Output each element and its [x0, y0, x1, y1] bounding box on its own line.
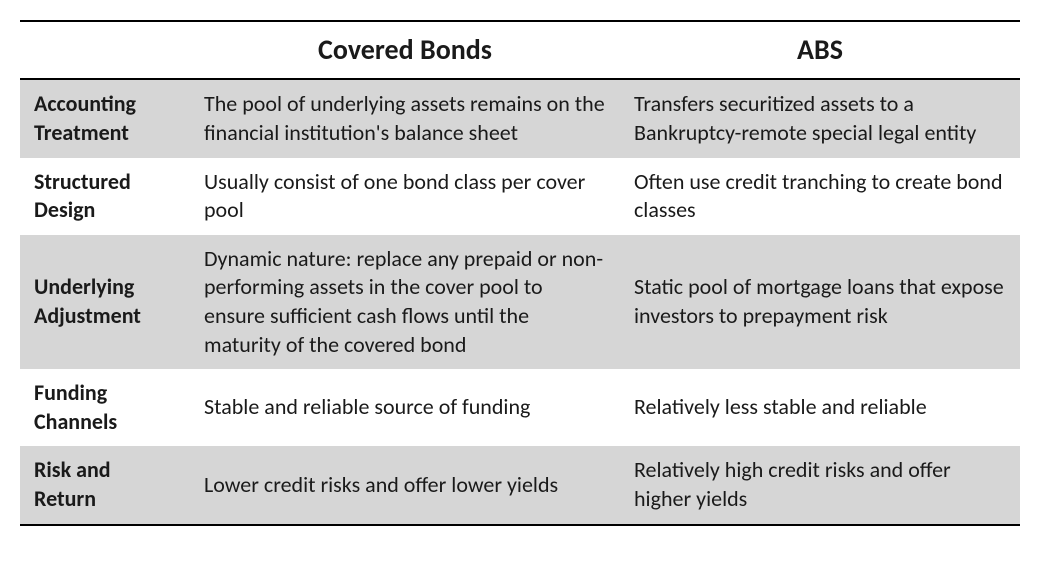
row-label: Risk and Return: [20, 446, 190, 524]
cell-abs: Static pool of mortgage loans that expos…: [620, 235, 1020, 369]
cell-abs: Often use credit tranching to create bon…: [620, 158, 1020, 235]
table-row: Underlying Adjustment Dynamic nature: re…: [20, 235, 1020, 369]
cell-abs: Relatively less stable and reliable: [620, 369, 1020, 446]
table-row: Risk and Return Lower credit risks and o…: [20, 446, 1020, 524]
row-label: Funding Channels: [20, 369, 190, 446]
cell-covered: The pool of underlying assets remains on…: [190, 79, 620, 157]
comparison-table: Covered Bonds ABS Accounting Treatment T…: [20, 20, 1020, 526]
cell-covered: Stable and reliable source of funding: [190, 369, 620, 446]
row-label: Accounting Treatment: [20, 79, 190, 157]
row-label: Structured Design: [20, 158, 190, 235]
table-header-covered: Covered Bonds: [190, 21, 620, 79]
table-row: Structured Design Usually consist of one…: [20, 158, 1020, 235]
cell-covered: Usually consist of one bond class per co…: [190, 158, 620, 235]
table-header-blank: [20, 21, 190, 79]
cell-covered: Lower credit risks and offer lower yield…: [190, 446, 620, 524]
table-row: Accounting Treatment The pool of underly…: [20, 79, 1020, 157]
table-header-row: Covered Bonds ABS: [20, 21, 1020, 79]
cell-abs: Relatively high credit risks and offer h…: [620, 446, 1020, 524]
table-header-abs: ABS: [620, 21, 1020, 79]
cell-covered: Dynamic nature: replace any prepaid or n…: [190, 235, 620, 369]
row-label: Underlying Adjustment: [20, 235, 190, 369]
table-row: Funding Channels Stable and reliable sou…: [20, 369, 1020, 446]
cell-abs: Transfers securitized assets to a Bankru…: [620, 79, 1020, 157]
